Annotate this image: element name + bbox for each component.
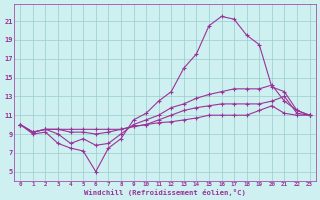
- X-axis label: Windchill (Refroidissement éolien,°C): Windchill (Refroidissement éolien,°C): [84, 189, 246, 196]
